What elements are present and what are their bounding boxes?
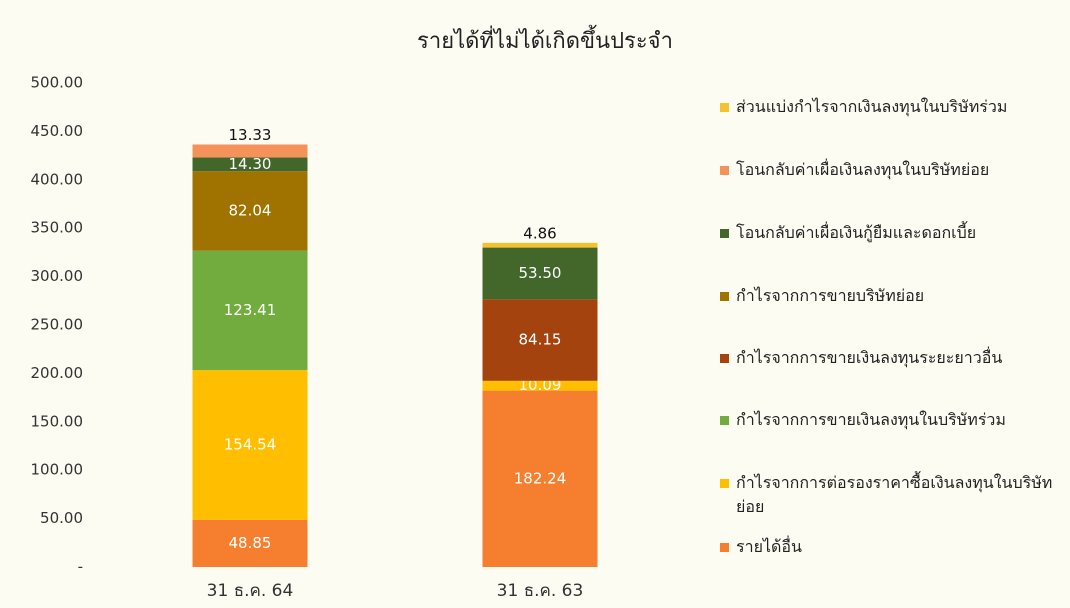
legend-entry: กำไรจากการขายบริษัทย่อย bbox=[720, 284, 1065, 308]
legend-entry: กำไรจากการขายเงินลงทุนในบริษัทร่วม bbox=[720, 408, 1065, 432]
bar-segment bbox=[192, 157, 308, 172]
chart-title: รายได้ที่ไม่ได้เกิดขึ้นประจำ bbox=[417, 25, 673, 54]
legend-label: รายได้อื่น bbox=[736, 537, 802, 556]
data-label: 82.04 bbox=[229, 201, 272, 219]
legend-marker bbox=[720, 229, 729, 238]
legend-marker bbox=[720, 292, 729, 301]
data-label: 182.24 bbox=[514, 469, 567, 487]
y-tick-label: 500.00 bbox=[31, 74, 84, 92]
legend-marker bbox=[720, 354, 729, 363]
legend-entry: โอนกลับค่าเผื่อเงินลงทุนในบริษัทย่อย bbox=[720, 158, 1065, 182]
legend-marker bbox=[720, 479, 729, 488]
legend-label: กำไรจากการขายบริษัทย่อย bbox=[736, 286, 925, 305]
legend-entry: โอนกลับค่าเผื่อเงินกู้ยืมและดอกเบี้ย bbox=[720, 221, 1065, 245]
y-tick-label: 250.00 bbox=[31, 316, 84, 334]
legend-marker bbox=[720, 103, 729, 112]
bar-segment bbox=[192, 144, 308, 158]
legend-entry: กำไรจากการขายเงินลงทุนระยะยาวอื่น bbox=[720, 346, 1065, 370]
legend-entry: รายได้อื่น bbox=[720, 535, 1065, 559]
y-tick-label: 300.00 bbox=[31, 267, 84, 285]
legend-label: กำไรจากการขายเงินลงทุนในบริษัทร่วม bbox=[736, 410, 1006, 429]
bar-segment bbox=[482, 380, 598, 391]
bar-segment bbox=[482, 242, 598, 248]
bar-segment bbox=[192, 250, 308, 371]
y-tick-label: 50.00 bbox=[40, 509, 83, 527]
data-label: 13.33 bbox=[229, 126, 272, 144]
x-tick-label: 31 ธ.ค. 64 bbox=[207, 581, 294, 601]
legend-label: โอนกลับค่าเผื่อเงินกู้ยืมและดอกเบี้ย bbox=[736, 223, 977, 242]
bar-segment bbox=[192, 370, 308, 520]
data-label: 4.86 bbox=[523, 224, 556, 242]
y-tick-label: 400.00 bbox=[31, 170, 84, 188]
bar-segment bbox=[482, 247, 598, 300]
data-label: 14.30 bbox=[229, 155, 272, 173]
legend-label: ส่วนแบ่งกำไรจากเงินลงทุนในบริษัทร่วม bbox=[736, 97, 1008, 116]
legend-marker bbox=[720, 416, 729, 425]
data-label: 48.85 bbox=[229, 534, 272, 552]
y-tick-label: 350.00 bbox=[31, 219, 84, 237]
legend-entry: ส่วนแบ่งกำไรจากเงินลงทุนในบริษัทร่วม bbox=[720, 95, 1065, 119]
legend-marker bbox=[720, 543, 729, 552]
y-tick-label: - bbox=[78, 558, 83, 576]
y-tick-label: 200.00 bbox=[31, 364, 84, 382]
data-label: 154.54 bbox=[224, 435, 277, 453]
bar-segment bbox=[482, 299, 598, 381]
x-tick-label: 31 ธ.ค. 63 bbox=[497, 581, 584, 601]
y-tick-label: 100.00 bbox=[31, 461, 84, 479]
bar-segment bbox=[192, 171, 308, 251]
data-label: 123.41 bbox=[224, 301, 277, 319]
bar-segment bbox=[482, 390, 598, 567]
legend-label: กำไรจากการต่อรองราคาซื้อเงินลงทุนในบริษั… bbox=[736, 473, 1053, 516]
legend-entry: กำไรจากการต่อรองราคาซื้อเงินลงทุนในบริษั… bbox=[720, 471, 1065, 519]
y-tick-label: 150.00 bbox=[31, 412, 84, 430]
bar-segment bbox=[192, 519, 308, 567]
legend-label: โอนกลับค่าเผื่อเงินลงทุนในบริษัทย่อย bbox=[736, 160, 990, 179]
legend-label: กำไรจากการขายเงินลงทุนระยะยาวอื่น bbox=[736, 348, 1003, 367]
y-tick-label: 450.00 bbox=[31, 122, 84, 140]
data-label: 84.15 bbox=[519, 331, 562, 349]
legend-marker bbox=[720, 166, 729, 175]
data-label: 53.50 bbox=[519, 264, 562, 282]
